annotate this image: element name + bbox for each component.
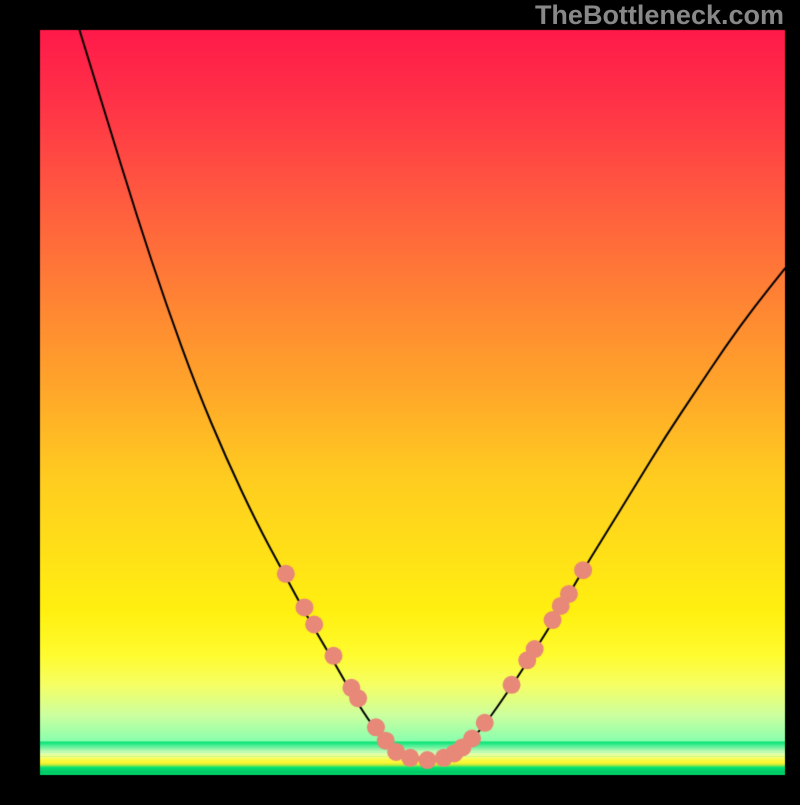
bottleneck-chart-canvas	[0, 0, 800, 800]
chart-root: TheBottleneck.com	[0, 0, 800, 800]
watermark-label: TheBottleneck.com	[535, 0, 784, 31]
